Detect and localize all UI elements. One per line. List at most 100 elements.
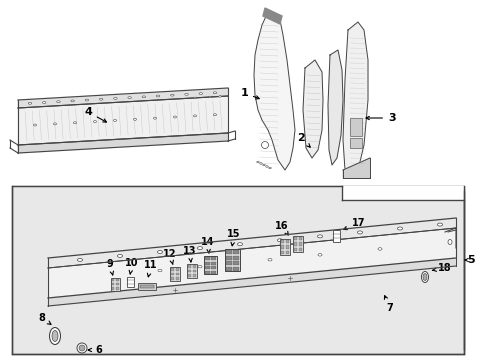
Text: 4: 4 [84, 107, 106, 122]
Bar [193, 270, 196, 272]
Ellipse shape [128, 97, 131, 99]
Bar [193, 265, 196, 268]
Ellipse shape [197, 247, 202, 249]
Ellipse shape [378, 248, 382, 250]
Bar [225, 261, 231, 265]
Bar [138, 283, 156, 290]
Polygon shape [48, 258, 456, 306]
Ellipse shape [277, 239, 283, 242]
Ellipse shape [85, 99, 89, 101]
Polygon shape [343, 22, 368, 178]
Ellipse shape [118, 255, 122, 257]
Bar [286, 240, 289, 243]
Bar [188, 270, 191, 272]
Ellipse shape [194, 97, 196, 99]
Polygon shape [18, 88, 228, 108]
Bar [170, 267, 180, 281]
Ellipse shape [52, 330, 58, 342]
Bar [116, 279, 119, 281]
Bar [203, 256, 217, 274]
Ellipse shape [142, 96, 146, 98]
Ellipse shape [71, 100, 74, 102]
Text: 3: 3 [366, 113, 395, 123]
Bar [187, 264, 197, 278]
Text: 2: 2 [297, 133, 310, 147]
Circle shape [79, 345, 85, 351]
Bar [225, 256, 231, 260]
Bar [204, 270, 210, 274]
Bar [176, 268, 179, 271]
Bar [204, 261, 210, 265]
Ellipse shape [198, 265, 202, 268]
Text: 17: 17 [343, 218, 366, 230]
Ellipse shape [194, 115, 196, 117]
Polygon shape [48, 228, 456, 298]
Bar [294, 237, 297, 240]
Bar [112, 279, 114, 281]
Text: 6: 6 [88, 345, 102, 355]
Bar [281, 240, 284, 243]
Ellipse shape [156, 95, 160, 97]
Bar [233, 261, 239, 265]
Ellipse shape [214, 114, 217, 116]
Text: 18: 18 [432, 263, 452, 273]
Bar [299, 248, 302, 251]
Bar [281, 245, 284, 249]
Polygon shape [48, 218, 456, 268]
Bar [211, 266, 216, 269]
Ellipse shape [77, 258, 82, 261]
Bar [225, 250, 231, 254]
Text: 12: 12 [163, 249, 177, 265]
Bar [333, 230, 340, 242]
Bar [140, 285, 154, 288]
Bar [286, 251, 289, 254]
Bar [126, 277, 133, 287]
Text: 8: 8 [38, 313, 51, 324]
Bar [294, 242, 297, 246]
Ellipse shape [185, 94, 188, 95]
Bar [286, 245, 289, 249]
Ellipse shape [268, 258, 272, 261]
Bar [176, 277, 179, 280]
Ellipse shape [423, 274, 427, 280]
Text: 10: 10 [125, 258, 139, 274]
Ellipse shape [448, 239, 452, 244]
Bar [280, 239, 290, 255]
Ellipse shape [438, 223, 442, 226]
Bar [225, 266, 231, 270]
Bar [112, 283, 114, 285]
Circle shape [262, 141, 269, 149]
Ellipse shape [358, 231, 363, 234]
Polygon shape [18, 96, 228, 145]
Bar [204, 257, 210, 260]
Bar [111, 278, 120, 291]
Ellipse shape [219, 96, 221, 97]
Bar [116, 287, 119, 289]
Text: 11: 11 [144, 260, 158, 277]
Ellipse shape [158, 269, 162, 272]
Ellipse shape [199, 93, 202, 94]
Ellipse shape [173, 116, 176, 118]
Ellipse shape [209, 96, 211, 98]
Text: 7: 7 [385, 296, 393, 313]
Ellipse shape [114, 120, 117, 121]
Polygon shape [12, 186, 464, 200]
Text: 16: 16 [275, 221, 289, 235]
Bar [211, 261, 216, 265]
Bar [224, 249, 240, 271]
Ellipse shape [133, 118, 137, 120]
Ellipse shape [263, 164, 265, 166]
Bar [112, 287, 114, 289]
Polygon shape [263, 8, 282, 24]
Ellipse shape [421, 271, 428, 283]
Circle shape [77, 343, 87, 353]
Bar [294, 248, 297, 251]
Bar [299, 242, 302, 246]
Polygon shape [18, 133, 228, 153]
Bar [293, 236, 303, 252]
Bar [204, 266, 210, 269]
Text: 15: 15 [227, 229, 241, 246]
Ellipse shape [318, 235, 322, 238]
Ellipse shape [318, 253, 322, 256]
Bar [171, 268, 174, 271]
